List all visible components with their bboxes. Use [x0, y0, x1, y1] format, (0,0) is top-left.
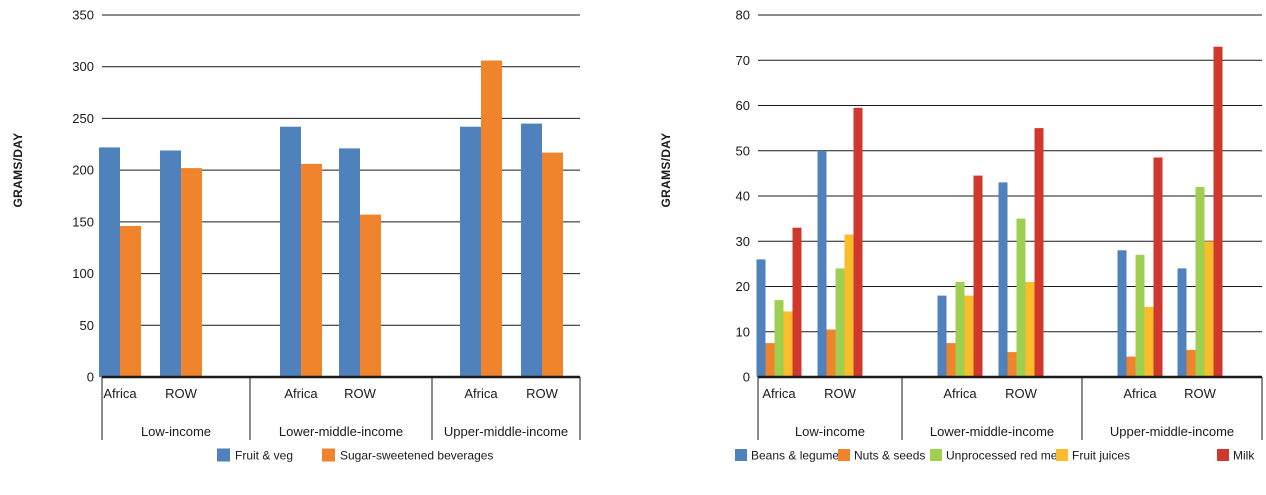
left-legend-label: Sugar-sweetened beverages	[340, 449, 493, 463]
left-bar	[521, 123, 542, 377]
right-y-tick-label: 20	[736, 279, 750, 294]
right-y-tick-label: 0	[743, 370, 750, 385]
left-y-tick-label: 100	[72, 266, 94, 281]
right-x-tick-label: ROW	[1184, 386, 1217, 401]
left-y-tick-label: 200	[72, 163, 94, 178]
right-x-tick-label: ROW	[1005, 386, 1038, 401]
right-bar	[756, 259, 766, 377]
right-bar	[1034, 128, 1044, 377]
right-x-tick-label: Africa	[1123, 386, 1157, 401]
right-y-axis-label: GRAMS/DAY	[659, 133, 673, 208]
right-y-tick-label: 70	[736, 53, 750, 68]
right-bar	[1144, 306, 1154, 377]
left-bar	[542, 152, 563, 377]
right-bar	[835, 268, 845, 377]
right-y-tick-label: 30	[736, 234, 750, 249]
left-y-tick-label: 150	[72, 214, 94, 229]
left-group-label: Lower-middle-income	[279, 424, 403, 439]
right-legend-swatch	[838, 449, 850, 461]
right-bar	[1025, 282, 1035, 377]
left-y-tick-label: 300	[72, 59, 94, 74]
left-y-tick-label: 0	[87, 370, 94, 385]
right-bar	[1195, 186, 1205, 377]
right-bar	[955, 282, 965, 377]
left-bar	[181, 168, 202, 377]
right-bar	[964, 295, 974, 377]
left-bar	[120, 226, 141, 377]
right-bar	[826, 329, 836, 377]
right-y-tick-label: 60	[736, 98, 750, 113]
right-legend-swatch	[735, 449, 747, 461]
right-bar	[1204, 241, 1214, 378]
right-bar	[1016, 218, 1026, 377]
left-legend-swatch	[217, 448, 230, 462]
right-bar	[792, 227, 802, 377]
right-bar	[1186, 349, 1196, 377]
right-legend-label: Unprocessed red meat	[946, 449, 1068, 463]
left-y-tick-label: 50	[80, 318, 94, 333]
left-x-tick-label: Africa	[464, 386, 498, 401]
right-legend-label: Beans & legumes	[751, 449, 845, 463]
left-group-label: Upper-middle-income	[444, 424, 568, 439]
right-group-label: Lower-middle-income	[930, 424, 1054, 439]
right-bar	[783, 311, 793, 377]
right-bar	[765, 343, 775, 377]
right-x-tick-label: Africa	[762, 386, 796, 401]
right-bar	[1007, 352, 1017, 377]
right-y-tick-label: 50	[736, 143, 750, 158]
left-x-tick-label: ROW	[526, 386, 559, 401]
right-bar	[1126, 356, 1136, 377]
right-bar	[1177, 268, 1187, 377]
right-bar	[998, 182, 1008, 377]
left-x-tick-label: Africa	[103, 386, 137, 401]
right-bar	[774, 300, 784, 377]
right-bar	[817, 150, 827, 378]
right-legend-label: Fruit juices	[1072, 449, 1130, 463]
right-bar	[853, 107, 863, 378]
right-legend-swatch	[930, 449, 942, 461]
right-legend-swatch	[1056, 449, 1068, 461]
right-legend-label: Milk	[1233, 449, 1255, 463]
left-bar	[160, 150, 181, 377]
right-bar	[1135, 254, 1145, 377]
right-bar	[973, 175, 983, 377]
right-bar	[1117, 250, 1127, 377]
right-legend-label: Nuts & seeds	[854, 449, 925, 463]
left-y-tick-label: 350	[72, 8, 94, 23]
right-group-label: Low-income	[795, 424, 865, 439]
right-bar	[1153, 157, 1163, 377]
right-x-tick-label: Africa	[943, 386, 977, 401]
left-bar	[99, 147, 120, 377]
left-legend-label: Fruit & veg	[235, 449, 293, 463]
left-bar	[460, 126, 481, 377]
left-bar	[481, 60, 502, 377]
right-bar	[937, 295, 947, 377]
left-group-label: Low-income	[141, 424, 211, 439]
right-group-label: Upper-middle-income	[1110, 424, 1234, 439]
right-bar	[844, 234, 854, 377]
right-y-tick-label: 40	[736, 189, 750, 204]
left-legend-swatch	[322, 448, 335, 462]
left-x-tick-label: Africa	[284, 386, 318, 401]
right-y-tick-label: 80	[736, 8, 750, 23]
left-bar	[301, 163, 322, 377]
right-legend-swatch	[1217, 449, 1229, 461]
right-bar	[946, 343, 956, 377]
right-y-tick-label: 10	[736, 324, 750, 339]
right-x-tick-label: ROW	[824, 386, 857, 401]
left-x-tick-label: ROW	[344, 386, 377, 401]
left-y-tick-label: 250	[72, 111, 94, 126]
right-bar	[1213, 46, 1223, 377]
left-x-tick-label: ROW	[165, 386, 198, 401]
left-y-axis-label: GRAMS/DAY	[11, 133, 25, 208]
left-bar	[360, 214, 381, 377]
left-bar	[339, 148, 360, 377]
left-bar	[280, 126, 301, 377]
